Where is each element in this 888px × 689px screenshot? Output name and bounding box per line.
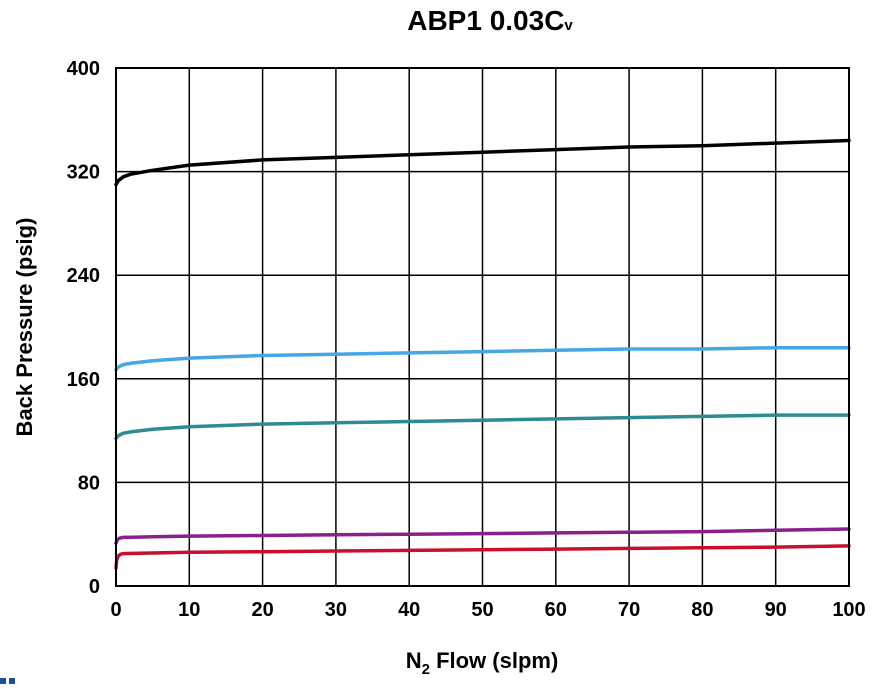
plot-frame — [115, 67, 850, 587]
y-tick-labels: 0 80 160 240 320 400 — [67, 58, 100, 598]
x-tick-label: 40 — [398, 599, 420, 621]
x-tick-label: 90 — [765, 599, 787, 621]
series-line-3 — [114, 413, 851, 441]
x-axis-title-main: N — [406, 648, 422, 673]
x-tick-label: 100 — [832, 599, 865, 621]
x-tick-labels: 0 10 20 30 40 50 60 70 80 90 100 — [110, 599, 865, 621]
series-line-1 — [114, 138, 851, 187]
x-tick-label: 80 — [691, 599, 713, 621]
x-tick-label: 20 — [251, 599, 273, 621]
y-tick-label: 240 — [67, 265, 100, 287]
x-axis-title-rest: Flow (slpm) — [430, 648, 558, 673]
chart-title-sub: v — [564, 17, 573, 34]
x-tick-label: 10 — [178, 599, 200, 621]
series-line-2 — [114, 345, 851, 372]
x-tick-label: 70 — [618, 599, 640, 621]
y-tick-label: 320 — [67, 162, 100, 184]
series-group — [114, 138, 851, 570]
x-tick-label: 30 — [325, 599, 347, 621]
x-axis-title: N2 Flow (slpm) — [406, 648, 559, 678]
x-axis-title-sub: 2 — [422, 661, 430, 678]
chart-title: ABP1 0.03Cv — [407, 5, 573, 36]
series-line-5 — [114, 544, 851, 570]
y-axis-title: Back Pressure (psig) — [12, 218, 37, 437]
chart-title-main: ABP1 0.03C — [407, 5, 564, 36]
y-tick-label: 160 — [67, 369, 100, 391]
y-tick-label: 400 — [67, 58, 100, 80]
x-tick-label: 60 — [545, 599, 567, 621]
corner-decoration — [0, 671, 26, 684]
x-tick-label: 50 — [471, 599, 493, 621]
series-line-4 — [114, 527, 851, 546]
x-tick-label: 0 — [110, 599, 121, 621]
y-tick-label: 80 — [78, 472, 100, 494]
y-tick-label: 0 — [89, 576, 100, 598]
